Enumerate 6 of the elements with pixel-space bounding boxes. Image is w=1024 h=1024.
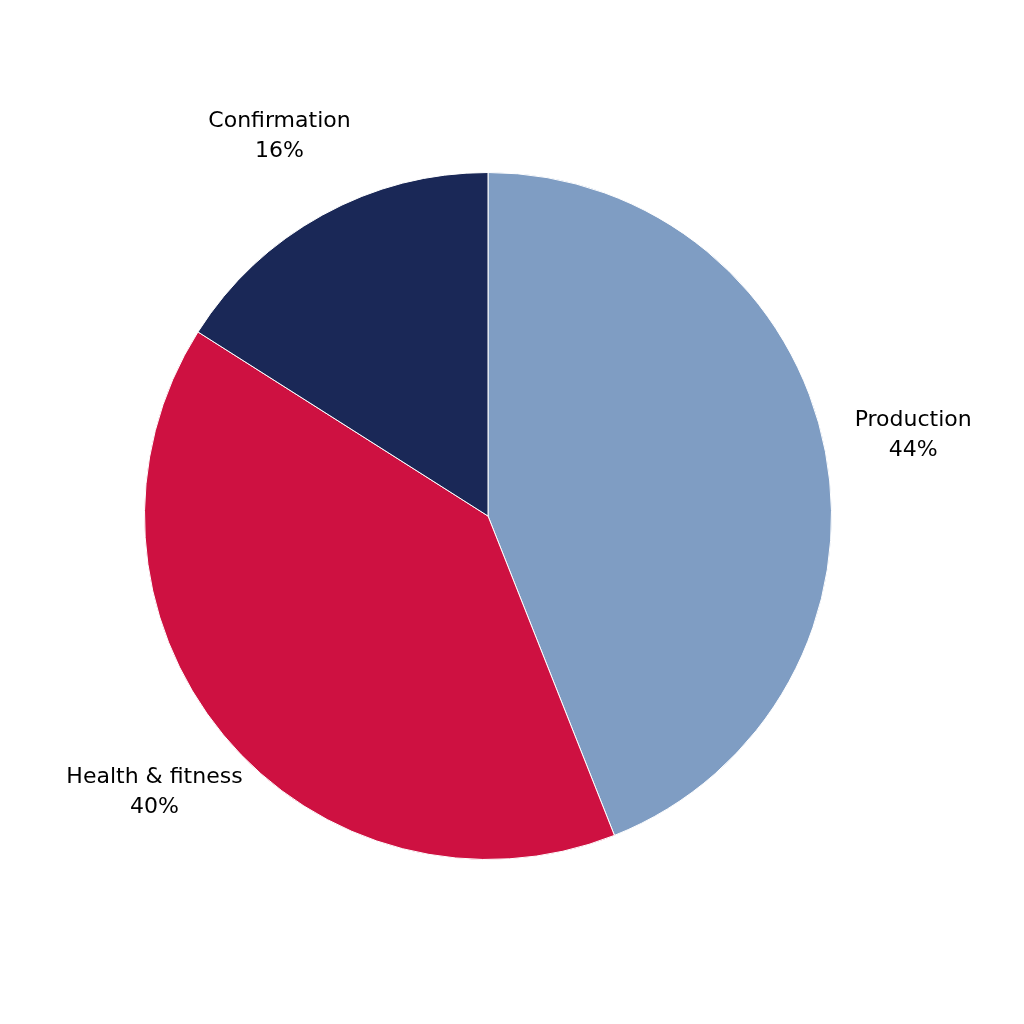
data-label: 40%: [130, 792, 179, 818]
data-label: 16%: [255, 137, 304, 163]
data-label: 44%: [888, 435, 938, 461]
slice-label: Production: [854, 405, 972, 431]
slice-label: Health & fitness: [66, 762, 243, 788]
slice-label: Confirmation: [208, 107, 351, 133]
